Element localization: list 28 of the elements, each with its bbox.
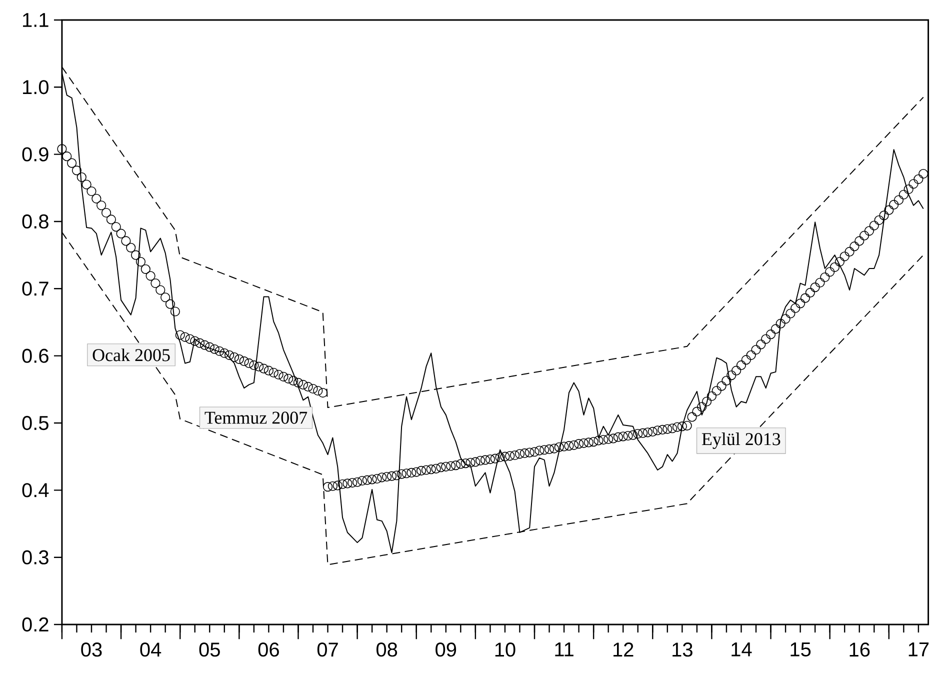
x-tick-label: 08	[376, 642, 398, 656]
x-tick-label: 10	[495, 642, 516, 656]
x-tick-label: 16	[850, 642, 870, 656]
y-tick-label: 0.5	[22, 416, 48, 430]
y-tick-label: 0.4	[22, 482, 49, 497]
annotation: Ocak 2005	[92, 348, 170, 361]
y-tick-label: 1.0	[23, 80, 48, 94]
x-tick-label: 04	[140, 642, 162, 656]
x-tick-label: 14	[732, 642, 752, 656]
x-tick-label: 13	[672, 642, 692, 656]
y-tick-label: 0.2	[22, 617, 48, 632]
x-tick-label: 12	[614, 642, 634, 656]
y-tick-label: 0.3	[22, 550, 48, 564]
y-tick-label: 0.7	[22, 281, 48, 296]
x-tick-label: 09	[436, 642, 456, 656]
y-tick-label: 1.1	[23, 12, 48, 27]
y-tick-label: 0.9	[22, 147, 48, 162]
y-tick-label: 0.6	[22, 348, 48, 363]
x-tick-label: 17	[908, 642, 929, 656]
x-tick-label: 05	[199, 642, 220, 656]
x-tick-label: 06	[258, 642, 279, 656]
x-tick-label: 07	[317, 642, 338, 656]
x-tick-label: 15	[790, 642, 811, 656]
x-tick-label: 03	[81, 642, 102, 656]
annotation: Eylül 2013	[702, 432, 780, 449]
x-tick-label: 11	[555, 642, 574, 656]
y-tick-label: 0.8	[22, 214, 48, 228]
annotation: Temmuz 2007	[204, 411, 308, 424]
